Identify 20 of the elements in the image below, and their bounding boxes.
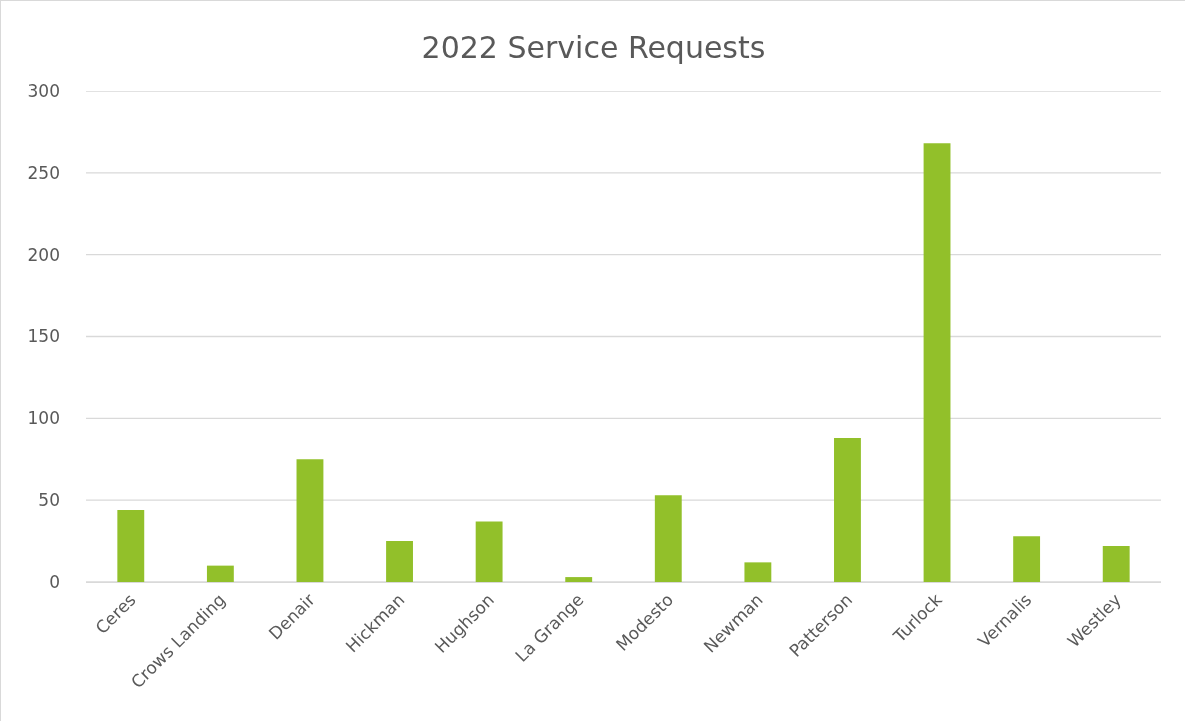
bar <box>386 541 413 582</box>
y-tick-label: 50 <box>38 490 60 511</box>
bar <box>206 565 234 582</box>
bar <box>744 562 772 582</box>
bar <box>296 459 324 582</box>
bar <box>834 437 861 582</box>
y-tick-label: 250 <box>27 162 60 183</box>
y-tick-label: 150 <box>27 326 60 347</box>
bar <box>565 577 593 582</box>
y-tick-label: 300 <box>27 80 60 101</box>
bar <box>1013 536 1041 582</box>
bar <box>1102 545 1130 582</box>
y-tick-label: 200 <box>27 244 60 265</box>
bar <box>654 495 682 582</box>
chart-title: 2022 Service Requests <box>421 30 766 66</box>
y-tick-label: 100 <box>27 408 60 429</box>
bar <box>475 521 503 582</box>
bar <box>923 143 951 582</box>
y-tick-label: 0 <box>49 571 60 592</box>
bar <box>117 509 145 582</box>
